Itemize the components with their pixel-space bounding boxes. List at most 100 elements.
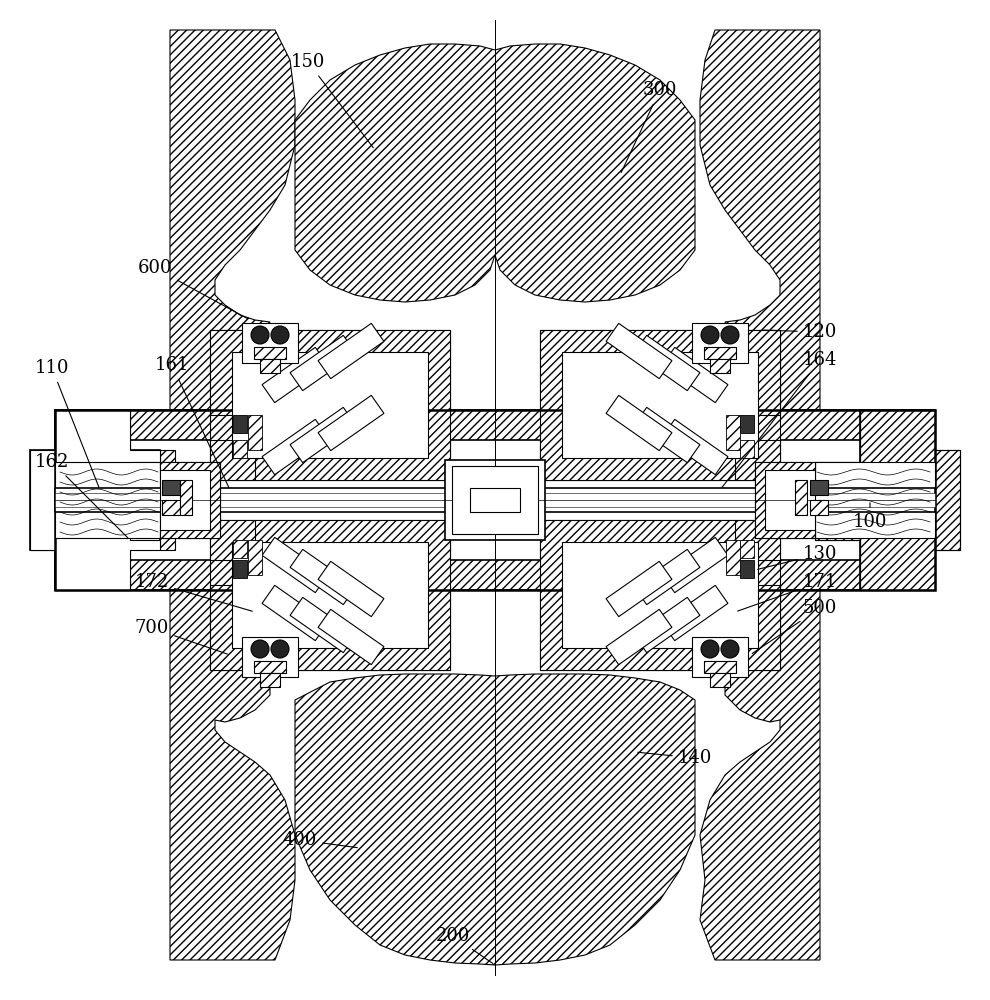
Polygon shape [318,395,384,451]
Polygon shape [295,44,695,302]
Text: 200: 200 [436,927,493,963]
Bar [180,480,192,515]
Polygon shape [290,335,356,391]
Polygon shape [606,395,672,451]
Polygon shape [662,585,728,641]
Polygon shape [540,520,735,560]
Bar [562,542,758,648]
Polygon shape [210,330,255,415]
Text: 100: 100 [852,503,887,531]
Polygon shape [160,462,220,538]
Text: 162: 162 [35,453,128,538]
Polygon shape [210,585,255,670]
Text: 500: 500 [752,599,838,653]
Polygon shape [700,30,820,410]
Bar [452,466,538,534]
Text: 172: 172 [135,573,252,611]
Bar [254,661,286,673]
Bar [726,540,740,575]
Polygon shape [540,520,780,670]
Polygon shape [540,330,780,480]
Polygon shape [735,440,780,480]
Polygon shape [262,537,328,593]
Bar [692,637,748,677]
Text: 161: 161 [154,356,229,487]
Polygon shape [290,549,356,605]
Polygon shape [606,609,672,665]
Bar [810,480,828,495]
Bar [55,410,935,590]
Text: 130: 130 [757,545,838,569]
Bar [795,480,807,515]
Text: 120: 120 [762,323,838,341]
Bar [740,415,754,433]
Polygon shape [735,520,780,560]
Polygon shape [662,347,728,403]
Polygon shape [55,462,160,538]
Bar [710,673,730,687]
Circle shape [701,640,719,658]
Text: 400: 400 [283,831,357,849]
Bar [162,480,180,495]
Polygon shape [170,590,295,960]
Circle shape [271,640,289,658]
Polygon shape [210,440,255,480]
Bar [242,637,298,677]
Bar [248,415,262,450]
Bar [55,488,935,512]
Bar [810,500,828,515]
Bar [232,542,428,648]
Circle shape [271,326,289,344]
Polygon shape [55,410,935,440]
Polygon shape [290,597,356,653]
Bar [233,415,247,433]
Bar [260,359,280,373]
Text: 164: 164 [722,351,838,488]
Polygon shape [290,407,356,463]
Polygon shape [262,347,328,403]
Polygon shape [540,440,735,480]
Bar [726,415,740,450]
Bar [710,359,730,373]
Bar [445,460,545,540]
Bar [55,493,935,507]
Bar [704,661,736,673]
Polygon shape [735,330,780,415]
Polygon shape [30,410,160,590]
Circle shape [721,326,739,344]
Polygon shape [295,674,695,965]
Polygon shape [662,419,728,475]
Text: 600: 600 [138,259,248,319]
Polygon shape [30,410,175,590]
Polygon shape [318,609,384,665]
Text: 171: 171 [738,573,838,611]
Polygon shape [634,407,700,463]
Polygon shape [662,537,728,593]
Bar [254,347,286,359]
Bar [233,440,247,458]
Polygon shape [55,560,935,590]
Polygon shape [815,410,960,590]
Text: 300: 300 [621,81,677,172]
Polygon shape [255,440,450,480]
Polygon shape [262,585,328,641]
Polygon shape [255,330,450,415]
Circle shape [251,326,269,344]
Polygon shape [262,419,328,475]
Bar [562,352,758,458]
Bar [233,540,247,558]
Bar [260,673,280,687]
Bar [232,352,428,458]
Bar [30,450,160,550]
Polygon shape [318,323,384,379]
Polygon shape [210,520,450,670]
Bar [740,540,754,558]
Polygon shape [255,585,450,670]
Bar [248,540,262,575]
Bar [740,560,754,578]
Polygon shape [318,561,384,617]
Polygon shape [55,410,130,590]
Polygon shape [210,520,255,560]
Polygon shape [606,561,672,617]
Polygon shape [210,330,450,480]
